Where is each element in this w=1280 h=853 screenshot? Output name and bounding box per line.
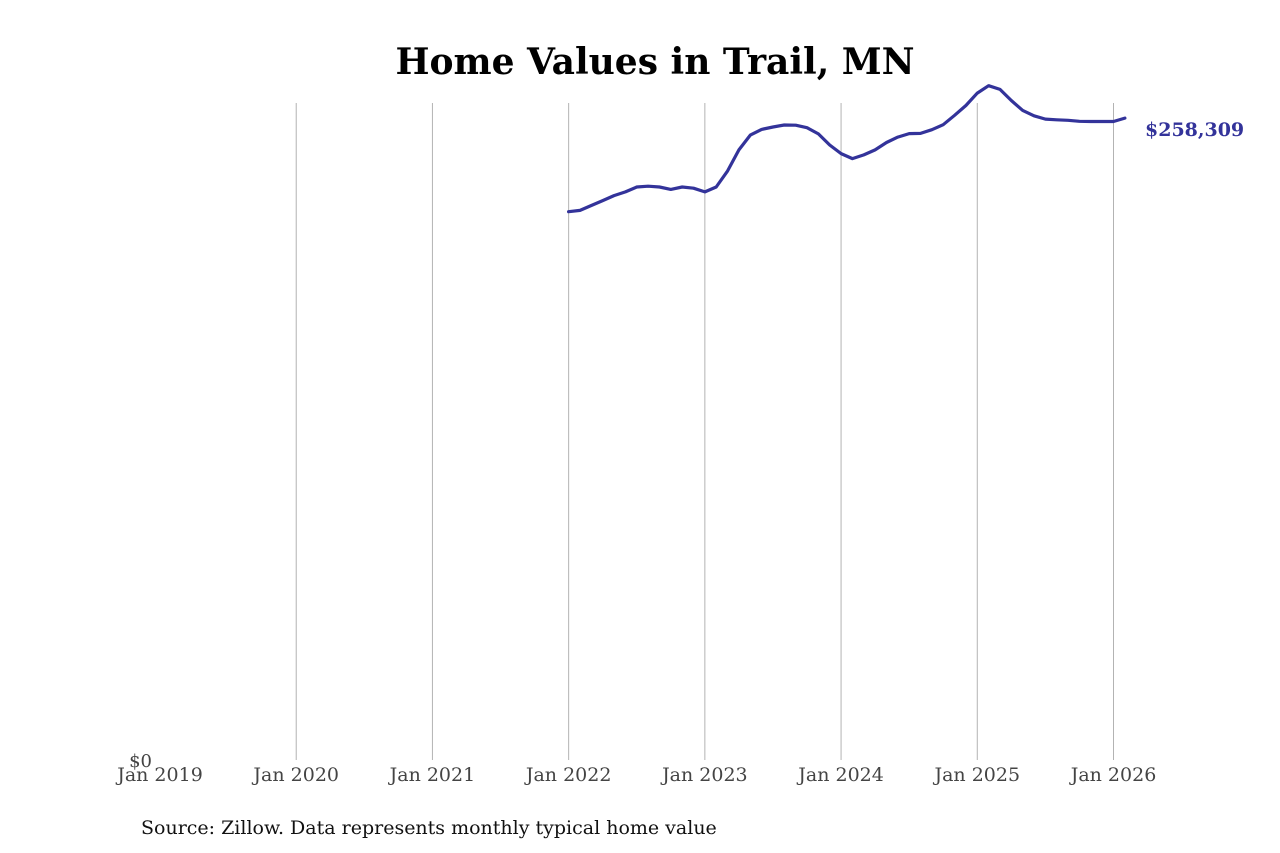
x-tick-label-2024: Jan 2024 — [796, 764, 884, 786]
x-axis-tick-labels: Jan 2019 Jan 2020 Jan 2021 Jan 2022 Jan 2023… — [115, 764, 1156, 786]
home-value-line — [567, 84, 1127, 214]
x-tick-label-2023: Jan 2023 — [660, 764, 748, 786]
x-tick-label-2026: Jan 2026 — [1069, 764, 1157, 786]
x-tick-label-2021: Jan 2021 — [388, 764, 476, 786]
x-tick-label-2019: Jan 2019 — [115, 764, 203, 786]
x-tick-label-2025: Jan 2025 — [932, 764, 1020, 786]
vertical-gridlines — [295, 103, 1114, 760]
source-note: Source: Zillow. Data represents monthly … — [141, 817, 717, 839]
y-axis-zero-label: $0 — [129, 751, 152, 772]
latest-value-label: $258,309 — [1145, 119, 1244, 141]
x-tick-label-2022: Jan 2022 — [524, 764, 612, 786]
chart-title: Home Values in Trail, MN — [395, 41, 914, 83]
x-tick-label-2020: Jan 2020 — [251, 764, 339, 786]
